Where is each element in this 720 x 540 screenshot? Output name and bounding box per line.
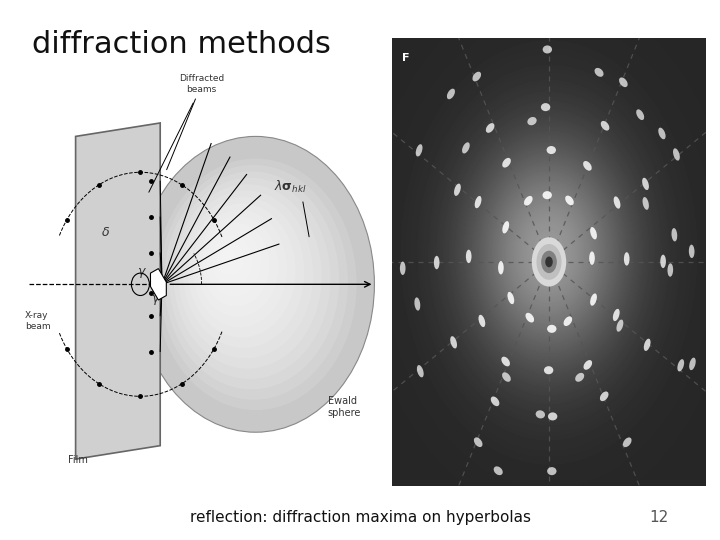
Text: $\lambda\mathbf{\sigma}_{hkl}$: $\lambda\mathbf{\sigma}_{hkl}$ (274, 179, 307, 195)
Ellipse shape (636, 109, 644, 120)
Circle shape (159, 165, 348, 400)
Ellipse shape (501, 356, 510, 366)
Text: 12: 12 (649, 510, 668, 525)
Ellipse shape (595, 68, 603, 77)
Ellipse shape (498, 261, 504, 274)
Circle shape (174, 184, 322, 369)
Circle shape (169, 178, 330, 379)
Ellipse shape (502, 372, 510, 382)
Ellipse shape (689, 357, 696, 370)
Ellipse shape (474, 437, 482, 447)
Text: $\delta$: $\delta$ (101, 226, 110, 240)
Circle shape (536, 244, 562, 280)
Polygon shape (150, 268, 166, 300)
Ellipse shape (623, 437, 631, 447)
Ellipse shape (616, 320, 624, 332)
Polygon shape (76, 123, 160, 459)
Ellipse shape (590, 227, 597, 239)
Ellipse shape (672, 228, 678, 241)
Ellipse shape (524, 196, 533, 206)
Text: reflection: diffraction maxima on hyperbolas: reflection: diffraction maxima on hyperb… (189, 510, 531, 525)
Circle shape (137, 137, 374, 432)
Ellipse shape (503, 158, 511, 167)
Ellipse shape (447, 89, 455, 99)
Ellipse shape (589, 252, 595, 265)
Circle shape (202, 222, 269, 307)
Circle shape (545, 256, 553, 267)
Circle shape (179, 191, 313, 358)
Ellipse shape (689, 245, 695, 258)
Circle shape (164, 171, 339, 389)
Ellipse shape (494, 467, 503, 475)
Text: Ewald
sphere: Ewald sphere (328, 396, 361, 418)
Ellipse shape (450, 336, 457, 348)
Ellipse shape (474, 196, 482, 208)
Ellipse shape (472, 72, 481, 82)
Text: Diffracted
beams: Diffracted beams (166, 74, 224, 170)
Ellipse shape (415, 298, 420, 310)
Circle shape (221, 248, 235, 265)
Ellipse shape (466, 249, 472, 263)
Text: $\gamma$: $\gamma$ (151, 293, 161, 307)
Ellipse shape (503, 221, 509, 233)
Ellipse shape (673, 148, 680, 160)
Ellipse shape (479, 315, 485, 327)
Ellipse shape (583, 161, 592, 171)
Ellipse shape (642, 197, 649, 210)
Circle shape (532, 237, 566, 287)
Ellipse shape (644, 339, 651, 351)
Circle shape (188, 204, 296, 338)
Circle shape (183, 197, 305, 348)
Circle shape (212, 235, 252, 286)
Ellipse shape (583, 360, 592, 370)
Ellipse shape (542, 191, 552, 199)
Ellipse shape (544, 366, 554, 374)
Circle shape (217, 242, 243, 275)
Ellipse shape (600, 392, 608, 401)
Ellipse shape (486, 123, 495, 133)
Ellipse shape (660, 255, 666, 268)
Ellipse shape (624, 252, 629, 266)
Circle shape (197, 217, 278, 317)
Ellipse shape (508, 292, 514, 304)
Text: X-ray
beam: X-ray beam (25, 311, 51, 330)
Circle shape (155, 159, 356, 410)
Ellipse shape (678, 359, 684, 372)
Ellipse shape (400, 261, 405, 275)
Circle shape (193, 210, 287, 327)
Circle shape (207, 229, 261, 296)
Ellipse shape (536, 410, 545, 418)
Ellipse shape (564, 316, 572, 326)
Circle shape (541, 251, 557, 273)
Text: F: F (402, 53, 409, 64)
Ellipse shape (565, 195, 574, 205)
Ellipse shape (658, 127, 665, 139)
Text: diffraction methods: diffraction methods (32, 30, 331, 59)
Ellipse shape (434, 256, 439, 269)
Ellipse shape (417, 365, 423, 377)
Ellipse shape (547, 325, 557, 333)
Ellipse shape (642, 178, 649, 190)
Text: $\gamma$: $\gamma$ (137, 266, 147, 280)
Ellipse shape (590, 293, 597, 306)
Ellipse shape (575, 373, 584, 382)
Ellipse shape (454, 184, 461, 196)
Ellipse shape (462, 143, 469, 153)
Ellipse shape (667, 264, 673, 276)
Ellipse shape (543, 45, 552, 53)
Ellipse shape (619, 77, 628, 87)
Text: Film: Film (68, 455, 89, 464)
Ellipse shape (415, 144, 423, 157)
Ellipse shape (491, 396, 500, 406)
Ellipse shape (547, 467, 557, 475)
Ellipse shape (613, 197, 621, 208)
Ellipse shape (541, 103, 550, 111)
Ellipse shape (548, 413, 557, 421)
Ellipse shape (546, 146, 556, 154)
Ellipse shape (600, 121, 609, 131)
Ellipse shape (613, 309, 620, 321)
Ellipse shape (526, 313, 534, 322)
Ellipse shape (527, 117, 536, 125)
